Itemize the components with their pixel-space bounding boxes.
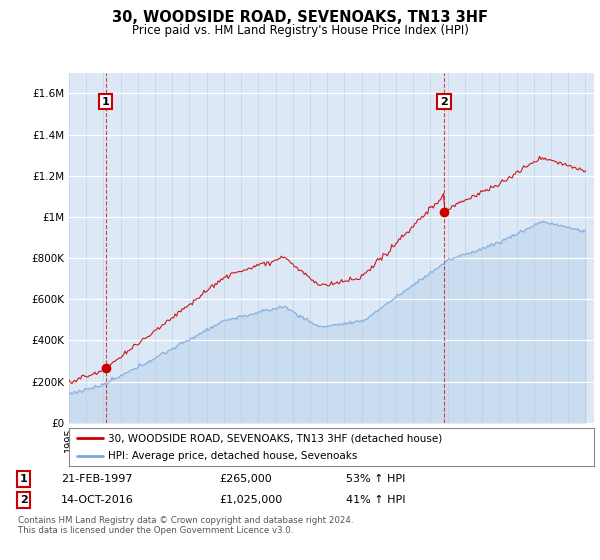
Text: Price paid vs. HM Land Registry's House Price Index (HPI): Price paid vs. HM Land Registry's House …	[131, 24, 469, 36]
Text: 53% ↑ HPI: 53% ↑ HPI	[346, 474, 406, 484]
Text: £1,025,000: £1,025,000	[220, 495, 283, 505]
Text: 30, WOODSIDE ROAD, SEVENOAKS, TN13 3HF: 30, WOODSIDE ROAD, SEVENOAKS, TN13 3HF	[112, 10, 488, 25]
Text: HPI: Average price, detached house, Sevenoaks: HPI: Average price, detached house, Seve…	[109, 451, 358, 461]
Text: 1: 1	[102, 97, 110, 106]
Text: 41% ↑ HPI: 41% ↑ HPI	[346, 495, 406, 505]
Text: £265,000: £265,000	[220, 474, 272, 484]
Text: 30, WOODSIDE ROAD, SEVENOAKS, TN13 3HF (detached house): 30, WOODSIDE ROAD, SEVENOAKS, TN13 3HF (…	[109, 433, 443, 443]
Text: Contains HM Land Registry data © Crown copyright and database right 2024.
This d: Contains HM Land Registry data © Crown c…	[18, 516, 353, 535]
Text: 2: 2	[20, 495, 28, 505]
Text: 14-OCT-2016: 14-OCT-2016	[61, 495, 134, 505]
Text: 21-FEB-1997: 21-FEB-1997	[61, 474, 133, 484]
Text: 2: 2	[440, 97, 448, 106]
Text: 1: 1	[20, 474, 28, 484]
